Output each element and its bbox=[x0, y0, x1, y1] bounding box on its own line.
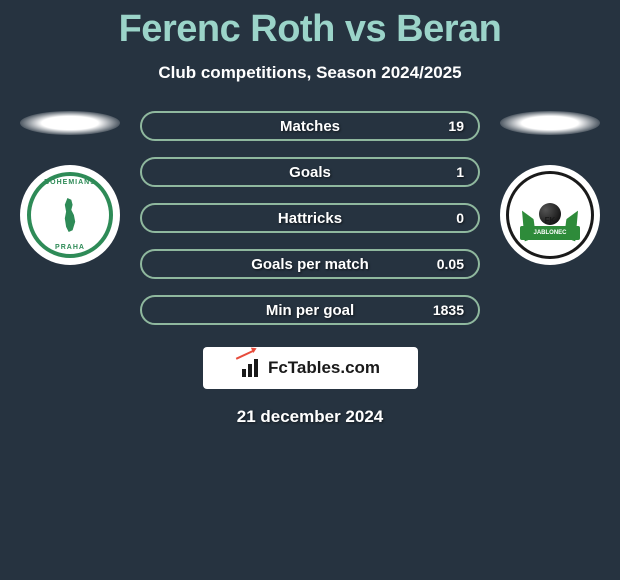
badge-right-fk: FK bbox=[545, 216, 556, 225]
stat-value: 0.05 bbox=[437, 256, 464, 272]
stat-label: Goals per match bbox=[251, 256, 369, 273]
stat-value: 19 bbox=[448, 118, 464, 134]
logo-box: FcTables.com bbox=[203, 347, 418, 389]
stat-label: Matches bbox=[280, 118, 340, 135]
date-text: 21 december 2024 bbox=[237, 407, 384, 427]
badge-right-banner: JABLONEC bbox=[520, 226, 580, 240]
main-area: BOHEMIANS PRAHA Matches 19 Goals 1 Hattr… bbox=[0, 111, 620, 325]
stat-bar-gpm: Goals per match 0.05 bbox=[140, 249, 480, 279]
left-badge-column: BOHEMIANS PRAHA bbox=[20, 111, 120, 265]
ellipse-shadow-left bbox=[20, 111, 120, 135]
badge-right-ring: FK JABLONEC bbox=[506, 171, 594, 259]
logo-text: FcTables.com bbox=[268, 358, 380, 378]
badge-left-bottom-text: PRAHA bbox=[55, 244, 85, 251]
stats-column: Matches 19 Goals 1 Hattricks 0 Goals per… bbox=[140, 111, 480, 325]
team-badge-right: FK JABLONEC bbox=[500, 165, 600, 265]
ellipse-shadow-right bbox=[500, 111, 600, 135]
stat-value: 1835 bbox=[433, 302, 464, 318]
stat-bar-matches: Matches 19 bbox=[140, 111, 480, 141]
infographic-container: Ferenc Roth vs Beran Club competitions, … bbox=[0, 0, 620, 427]
badge-left-top-text: BOHEMIANS bbox=[44, 179, 96, 186]
stat-label: Hattricks bbox=[278, 210, 342, 227]
banner-text: JABLONEC bbox=[533, 230, 566, 236]
stat-value: 1 bbox=[456, 164, 464, 180]
page-title: Ferenc Roth vs Beran bbox=[119, 8, 502, 51]
team-badge-left: BOHEMIANS PRAHA bbox=[20, 165, 120, 265]
stat-label: Goals bbox=[289, 164, 331, 181]
stat-bar-mpg: Min per goal 1835 bbox=[140, 295, 480, 325]
stat-bar-hattricks: Hattricks 0 bbox=[140, 203, 480, 233]
subtitle: Club competitions, Season 2024/2025 bbox=[158, 63, 461, 83]
kangaroo-icon bbox=[57, 198, 83, 232]
stat-value: 0 bbox=[456, 210, 464, 226]
right-badge-column: FK JABLONEC bbox=[500, 111, 600, 265]
stat-bar-goals: Goals 1 bbox=[140, 157, 480, 187]
chart-arrow-icon bbox=[240, 359, 262, 377]
stat-label: Min per goal bbox=[266, 302, 354, 319]
